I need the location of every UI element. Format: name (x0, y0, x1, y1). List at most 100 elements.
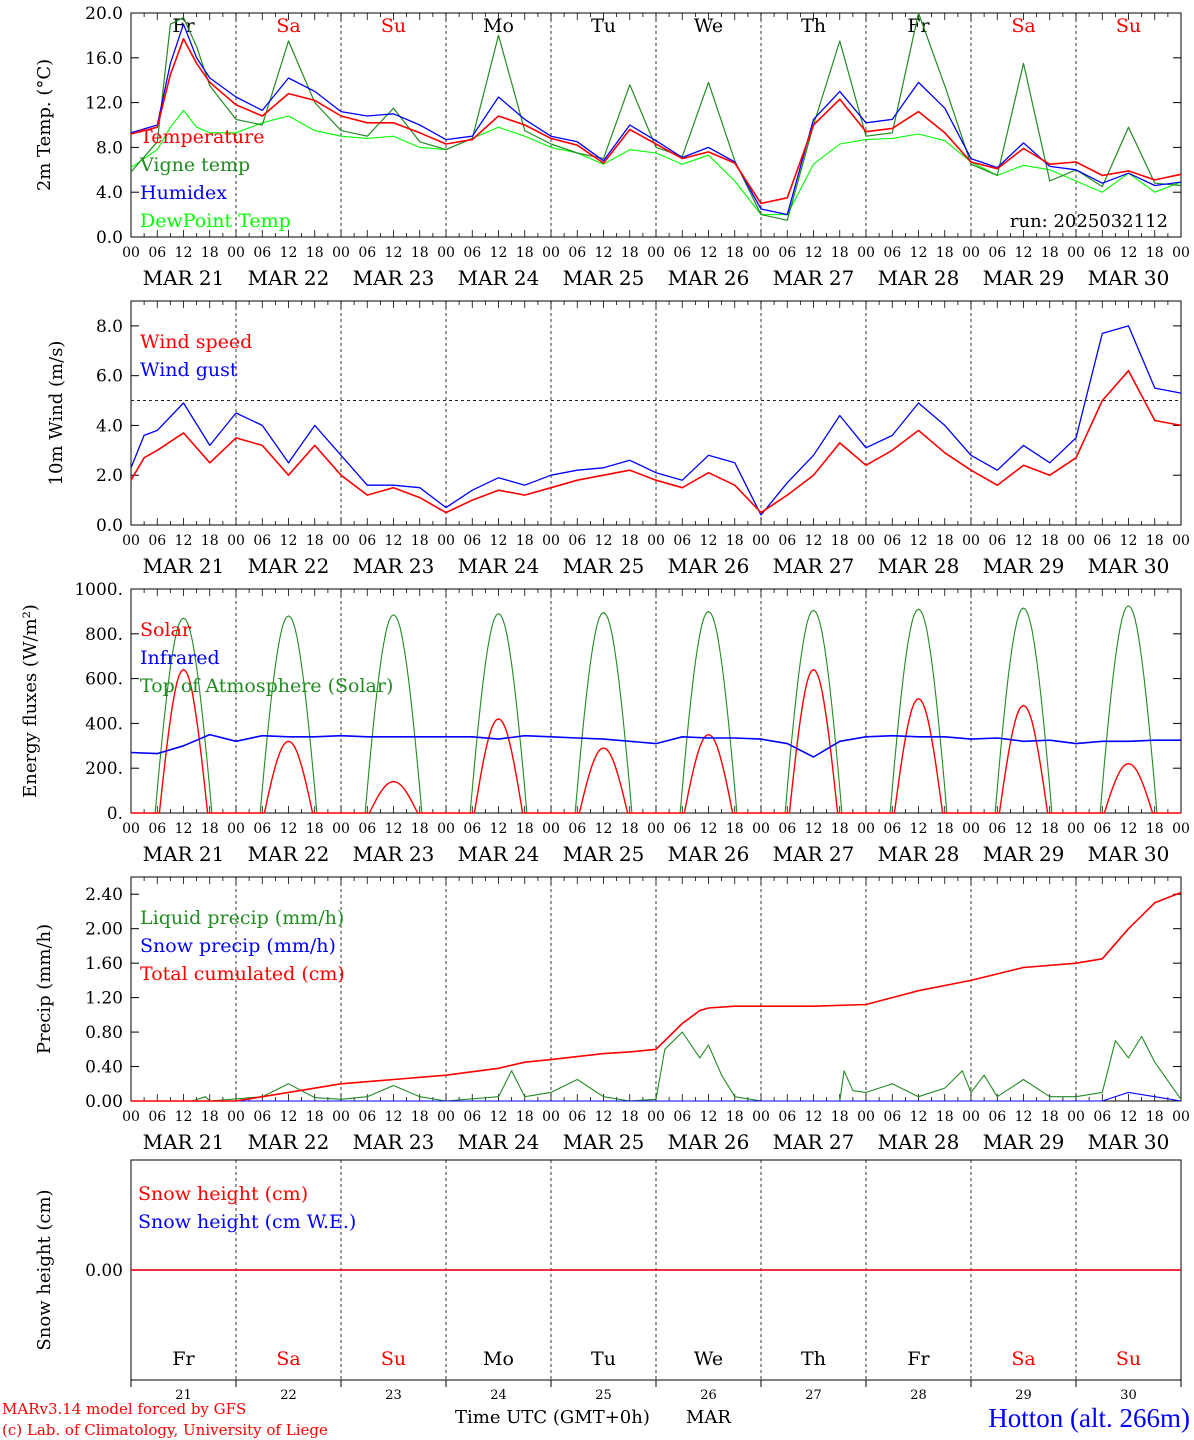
hour-tick-label: 06 (568, 533, 586, 549)
weekday-label: We (694, 1348, 723, 1370)
y-tick-labels: 0. 200. 400. 600. 800. 1000. (74, 580, 1181, 824)
weekday-label: Fr (172, 1348, 195, 1370)
wind-panel: 0.0 2.0 4.0 6.0 8.0 10m Wind (m/s) Wind spee… (46, 300, 1190, 578)
date-label: MAR 24 (458, 1130, 540, 1154)
weekday-label: Th (801, 15, 826, 37)
y-tick-label: 6.0 (96, 367, 123, 387)
hour-tick-label: 06 (568, 1109, 586, 1125)
day-number: 24 (490, 1388, 507, 1403)
day-separators (130, 301, 1182, 525)
weekday-label: Sa (276, 1348, 300, 1370)
hour-tick-label: 12 (1015, 533, 1033, 549)
hour-tick-label: 00 (857, 821, 875, 837)
hour-tick-label: 18 (726, 821, 744, 837)
hour-tick-label: 12 (910, 533, 928, 549)
hour-tick-label: 12 (280, 245, 298, 261)
hour-tick-label: 06 (673, 821, 691, 837)
hour-tick-label: 00 (542, 245, 560, 261)
hour-tick-label: 06 (358, 1109, 376, 1125)
hour-tick-label: 12 (700, 533, 718, 549)
energy-ylabel: Energy fluxes (W/m²) (20, 604, 41, 798)
y-tick-label: 200. (85, 759, 123, 779)
y-tick-label: 1.20 (85, 989, 123, 1009)
snow-ylabel: Snow height (cm) (34, 1189, 55, 1350)
hour-tick-label: 18 (621, 821, 639, 837)
hour-tick-label: 00 (1067, 533, 1085, 549)
energy-series (130, 605, 1181, 814)
snow-panel: Snow height (cm) 0.00 Snow height (cm) S… (34, 1159, 1182, 1403)
hour-tick-label: 12 (490, 533, 508, 549)
hour-tick-label: 06 (988, 821, 1006, 837)
date-label: MAR 26 (668, 842, 750, 866)
hour-tick-label: 18 (516, 1109, 534, 1125)
hour-tick-label: 12 (700, 1109, 718, 1125)
hour-tick-label: 18 (726, 1109, 744, 1125)
date-label: MAR 27 (773, 266, 855, 290)
y-tick-label: 16.0 (85, 49, 123, 69)
weekday-label: Fr (907, 15, 930, 37)
hour-tick-label: 00 (1172, 245, 1190, 261)
weekday-label: Mo (483, 1348, 514, 1370)
hour-tick-label: 00 (752, 245, 770, 261)
y-tick-label: 2.00 (85, 920, 123, 940)
hour-tick-label: 18 (831, 245, 849, 261)
hour-tick-label: 18 (201, 1109, 219, 1125)
series-line-wind-speed (130, 369, 1182, 514)
series-line-solar (131, 668, 1181, 814)
weekday-label: We (694, 15, 723, 37)
hour-tick-label: 18 (936, 533, 954, 549)
y-tick-labels: 0.00 0.40 0.80 1.20 1.60 2.00 2.40 (85, 885, 1181, 1112)
hour-tick-label: 18 (621, 533, 639, 549)
hour-tick-label: 00 (122, 245, 140, 261)
hour-tick-label: 18 (726, 245, 744, 261)
series-line-wind-gust (130, 325, 1182, 516)
day-separators (130, 13, 1182, 237)
day-number: 22 (280, 1388, 297, 1403)
y-tick-label: 1.60 (85, 954, 123, 974)
date-label: MAR 29 (983, 842, 1065, 866)
date-label: MAR 30 (1088, 266, 1170, 290)
hour-tick-label: 18 (1146, 245, 1164, 261)
hour-tick-label: 06 (568, 245, 586, 261)
hour-tick-label: 00 (542, 1109, 560, 1125)
y-tick-labels: 0.0 2.0 4.0 6.0 8.0 (96, 317, 1181, 536)
hour-tick-label: 18 (411, 533, 429, 549)
date-label: MAR 29 (983, 1130, 1065, 1154)
snow-ytick: 0.00 (85, 1261, 123, 1281)
date-label: MAR 30 (1088, 1130, 1170, 1154)
y-tick-label: 600. (85, 670, 123, 690)
date-label: MAR 22 (248, 554, 330, 578)
hour-tick-label: 00 (857, 1109, 875, 1125)
hour-tick-label: 18 (831, 821, 849, 837)
day-number: 21 (175, 1388, 192, 1403)
hour-tick-label: 18 (1041, 533, 1059, 549)
hour-tick-label: 00 (752, 533, 770, 549)
date-label: MAR 25 (563, 842, 645, 866)
hour-tick-label: 18 (1041, 1109, 1059, 1125)
hour-tick-label: 12 (385, 821, 403, 837)
series-line-total-cumulated-cm- (131, 891, 1182, 1102)
hour-tick-label: 00 (437, 245, 455, 261)
date-label: MAR 24 (458, 842, 540, 866)
weekday-label: Sa (1011, 15, 1035, 37)
wind-series (130, 325, 1182, 516)
day-number: 27 (805, 1388, 822, 1403)
series-line-temperature (130, 37, 1182, 205)
hour-tick-label: 06 (148, 533, 166, 549)
hour-tick-label: 18 (411, 1109, 429, 1125)
hour-tick-label: 18 (306, 821, 324, 837)
hour-tick-label: 06 (463, 245, 481, 261)
hour-tick-label: 00 (962, 245, 980, 261)
hour-tick-label: 12 (1120, 1109, 1138, 1125)
hour-tick-label: 12 (490, 245, 508, 261)
weekday-label: Tu (591, 15, 616, 37)
weekday-label: Sa (276, 15, 300, 37)
hour-tick-label: 00 (437, 1109, 455, 1125)
hour-tick-label: 18 (1041, 245, 1059, 261)
y-tick-label: 400. (85, 714, 123, 734)
hour-tick-label: 06 (673, 533, 691, 549)
date-label: MAR 26 (668, 266, 750, 290)
hour-tick-label: 00 (1172, 821, 1190, 837)
hour-tick-label: 06 (988, 245, 1006, 261)
